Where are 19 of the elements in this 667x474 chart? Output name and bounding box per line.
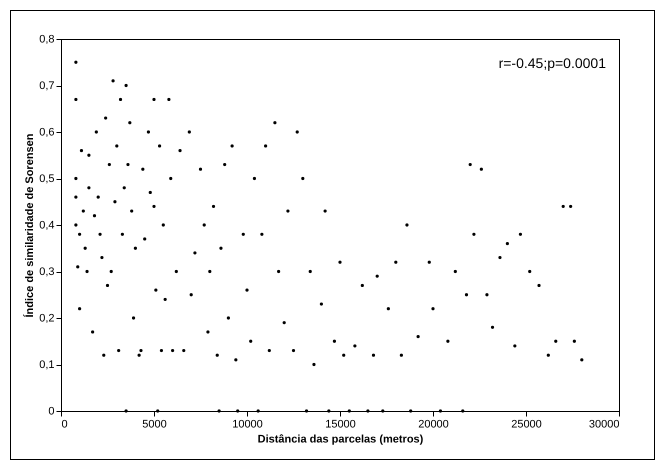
y-tick-label: 0,4	[39, 220, 54, 232]
y-tick-label: 0,6	[39, 126, 54, 138]
y-tick-label: 0,1	[39, 359, 54, 371]
annotation: r=-0.45;p=0.0001	[498, 55, 606, 71]
x-tick-label: 25000	[511, 418, 542, 430]
x-tick-label: 20000	[418, 418, 449, 430]
y-tick-label: 0	[48, 406, 54, 418]
y-tick-label: 0,7	[39, 80, 54, 92]
x-tick-label: 10000	[232, 418, 263, 430]
x-tick-label: 15000	[325, 418, 356, 430]
y-tick-label: 0,2	[39, 312, 54, 324]
x-axis-title: Distância das parcelas (metros)	[258, 434, 424, 446]
y-axis-title: Índice de similaridade de Sorensen	[23, 133, 36, 318]
y-tick-label: 0,5	[39, 173, 54, 185]
x-tick-label: 5000	[142, 418, 167, 430]
x-tick-label: 30000	[588, 418, 620, 430]
y-tick-label: 0,3	[39, 266, 54, 278]
y-tick-label: 0,8	[39, 34, 54, 46]
x-tick-label: 0	[62, 418, 68, 430]
